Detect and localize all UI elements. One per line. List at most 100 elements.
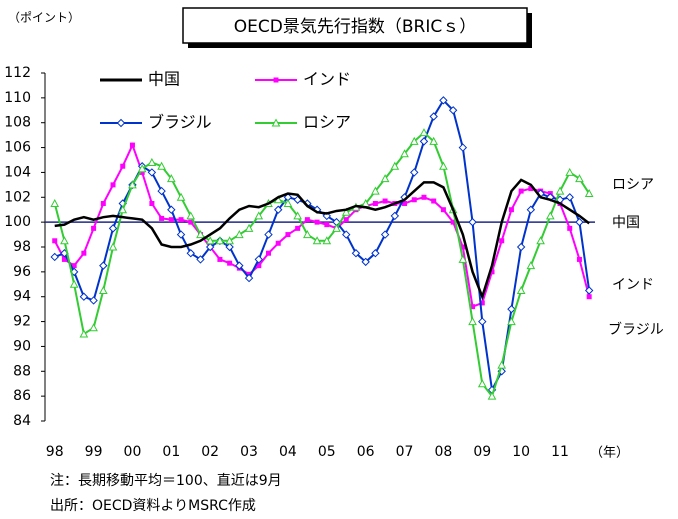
marker bbox=[545, 211, 555, 220]
marker bbox=[215, 236, 225, 245]
marker bbox=[91, 225, 97, 231]
marker bbox=[176, 192, 186, 201]
marker bbox=[322, 236, 332, 245]
source: 出所：OECD資料よりMSRC作成 bbox=[50, 498, 256, 514]
marker bbox=[499, 238, 505, 244]
marker bbox=[312, 236, 322, 245]
marker bbox=[196, 255, 205, 264]
y-tick-label: 86 bbox=[13, 388, 31, 404]
legend-label: 中国 bbox=[148, 70, 180, 89]
marker bbox=[227, 260, 233, 266]
y-tick-label: 104 bbox=[4, 164, 31, 180]
legend-label: ロシア bbox=[303, 113, 351, 132]
marker bbox=[205, 242, 215, 252]
marker bbox=[351, 249, 361, 258]
y-tick-label: 94 bbox=[13, 289, 31, 305]
marker bbox=[371, 249, 380, 258]
x-tick-label: 06 bbox=[357, 444, 375, 460]
marker bbox=[429, 136, 439, 145]
marker bbox=[458, 254, 468, 263]
marker bbox=[575, 217, 584, 227]
annotation: インド bbox=[612, 277, 654, 293]
y-tick-label: 98 bbox=[13, 239, 31, 255]
marker bbox=[168, 217, 174, 223]
marker bbox=[217, 256, 223, 262]
marker bbox=[380, 174, 390, 183]
annotation: ブラジル bbox=[608, 321, 664, 338]
y-tick-label: 92 bbox=[13, 314, 31, 330]
marker bbox=[371, 186, 380, 195]
marker bbox=[576, 256, 582, 262]
x-tick-label: 02 bbox=[201, 444, 219, 460]
marker bbox=[497, 360, 507, 369]
marker bbox=[489, 269, 495, 275]
marker bbox=[468, 217, 477, 227]
marker bbox=[518, 188, 524, 194]
marker bbox=[450, 219, 456, 225]
annotation: 中国 bbox=[612, 215, 640, 231]
marker bbox=[254, 255, 263, 264]
marker bbox=[52, 238, 58, 244]
x-tick-label: 98 bbox=[46, 444, 64, 460]
marker bbox=[235, 230, 244, 239]
x-tick-label: 08 bbox=[434, 444, 452, 460]
marker bbox=[411, 197, 417, 203]
y-tick-label: 110 bbox=[4, 90, 31, 106]
marker bbox=[304, 217, 310, 223]
marker bbox=[409, 136, 419, 145]
marker bbox=[382, 198, 388, 204]
marker bbox=[50, 198, 60, 207]
marker bbox=[108, 224, 118, 233]
marker bbox=[380, 230, 390, 239]
marker bbox=[468, 317, 477, 326]
marker bbox=[178, 217, 184, 223]
marker bbox=[342, 230, 351, 239]
marker bbox=[120, 163, 126, 169]
marker bbox=[79, 292, 89, 301]
marker bbox=[410, 168, 419, 177]
marker bbox=[293, 211, 302, 220]
marker bbox=[149, 201, 155, 206]
marker bbox=[478, 317, 487, 326]
marker bbox=[372, 201, 378, 206]
marker bbox=[110, 182, 116, 188]
marker bbox=[69, 279, 79, 288]
marker bbox=[244, 223, 254, 232]
marker bbox=[81, 250, 87, 256]
marker bbox=[295, 225, 301, 231]
marker bbox=[50, 252, 59, 262]
marker bbox=[264, 230, 273, 239]
marker bbox=[137, 164, 147, 173]
series-line bbox=[53, 131, 591, 399]
marker bbox=[555, 186, 565, 195]
marker bbox=[565, 193, 574, 202]
marker bbox=[479, 300, 485, 306]
series-line bbox=[54, 178, 590, 301]
marker bbox=[275, 240, 281, 246]
marker bbox=[419, 128, 429, 137]
marker bbox=[186, 211, 196, 220]
marker bbox=[470, 304, 476, 310]
marker bbox=[128, 180, 137, 189]
marker bbox=[429, 112, 438, 121]
marker bbox=[100, 201, 106, 206]
note: 注：長期移動平均＝100、直近は9月 bbox=[50, 472, 282, 489]
marker bbox=[147, 157, 157, 166]
marker bbox=[567, 225, 573, 231]
x-tick-label: 01 bbox=[162, 444, 180, 460]
marker bbox=[244, 273, 254, 283]
marker bbox=[129, 142, 135, 148]
marker bbox=[343, 217, 349, 223]
marker bbox=[71, 263, 77, 269]
y-tick-label: 90 bbox=[13, 338, 31, 354]
y-tick-label: 100 bbox=[4, 214, 31, 230]
annotation: ロシア bbox=[612, 177, 654, 193]
y-tick-label: 96 bbox=[13, 264, 31, 280]
marker bbox=[265, 250, 271, 256]
series-line bbox=[53, 142, 591, 309]
marker bbox=[99, 261, 108, 270]
marker bbox=[89, 296, 98, 305]
chart-title: OECD景気先行指数（BRICｓ） bbox=[234, 17, 476, 37]
marker bbox=[584, 286, 594, 295]
